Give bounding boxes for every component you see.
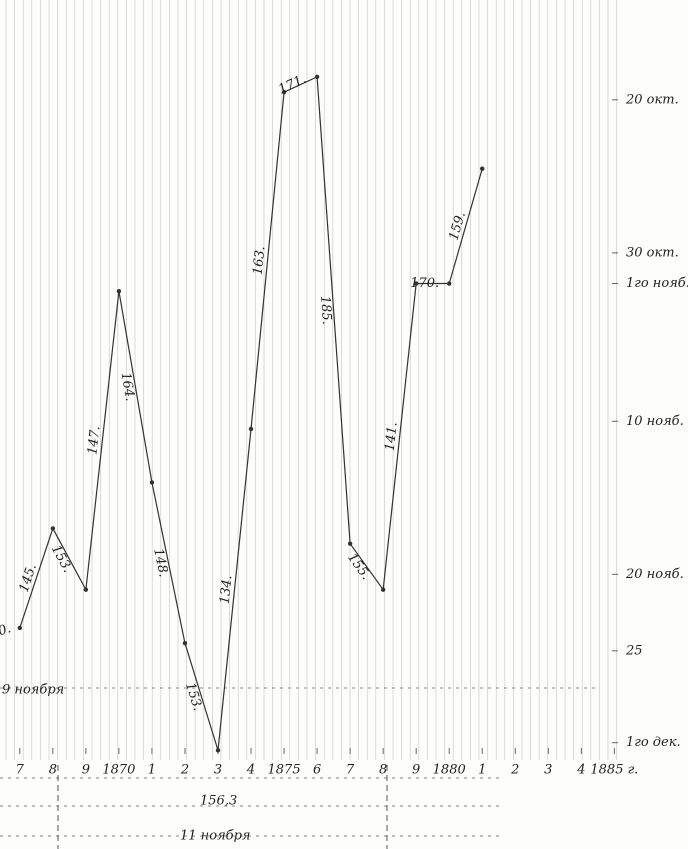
segment-label: 134.: [218, 574, 236, 604]
y-tick-label: 1го нояб.: [626, 276, 688, 291]
x-tick-label: 1870: [102, 763, 135, 778]
segment-label: 170.: [410, 276, 439, 291]
data-point: [149, 480, 155, 485]
x-tick-label: 8: [49, 763, 57, 778]
data-point: [480, 166, 485, 171]
x-tick-label: 1: [148, 763, 156, 778]
x-tick-label: 9: [412, 763, 420, 778]
x-tick-label: 1885 г.: [590, 763, 638, 778]
segment-label: 147.: [85, 425, 103, 455]
x-tick-label: 1880: [433, 763, 466, 778]
data-point: [248, 426, 254, 432]
data-point: [215, 748, 221, 753]
x-tick-label: 7: [346, 763, 355, 778]
y-tick-label: 10 нояб.: [626, 414, 684, 429]
data-point: [347, 541, 353, 546]
x-tick-label: 4: [576, 763, 585, 778]
note: 9 ноября: [2, 683, 64, 698]
x-tick-label: 1875: [268, 763, 301, 778]
data-point: [83, 587, 89, 592]
y-tick-label: 25: [625, 643, 643, 658]
data-point: [116, 288, 122, 294]
x-tick-label: 1: [478, 763, 486, 778]
y-tick-label: 1го дек.: [626, 735, 681, 750]
data-point: [50, 526, 56, 531]
x-tick-label: 7: [16, 763, 25, 778]
x-tick-label: 9: [82, 763, 90, 778]
segment-label: 164.: [118, 371, 138, 402]
x-tick-label: 6: [313, 763, 321, 778]
x-tick-label: 4: [246, 763, 255, 778]
x-tick-label: 2: [510, 763, 519, 778]
segment-label: 141.: [383, 421, 401, 451]
data-point: [281, 89, 287, 95]
segment-label: 163.: [251, 245, 269, 275]
data-point: [380, 587, 386, 592]
x-tick-label: 8: [379, 763, 387, 778]
x-tick-label: 2: [180, 763, 189, 778]
x-tick-label: 3: [214, 763, 222, 778]
y-tick-label: 20 окт.: [625, 92, 679, 107]
data-point: [314, 74, 320, 80]
data-point: [182, 641, 188, 646]
data-point: [447, 281, 452, 286]
y-tick-label: 30 окт.: [626, 245, 679, 260]
segment-label: 148.: [150, 547, 171, 578]
data-point: [17, 625, 23, 631]
y-tick-label: 20 нояб.: [625, 567, 684, 582]
segment-label: 185.: [317, 295, 334, 325]
note: 156,3: [200, 794, 237, 809]
data-point: [413, 281, 419, 286]
note: 11 ноября: [180, 829, 251, 844]
x-tick-label: 3: [544, 763, 552, 778]
